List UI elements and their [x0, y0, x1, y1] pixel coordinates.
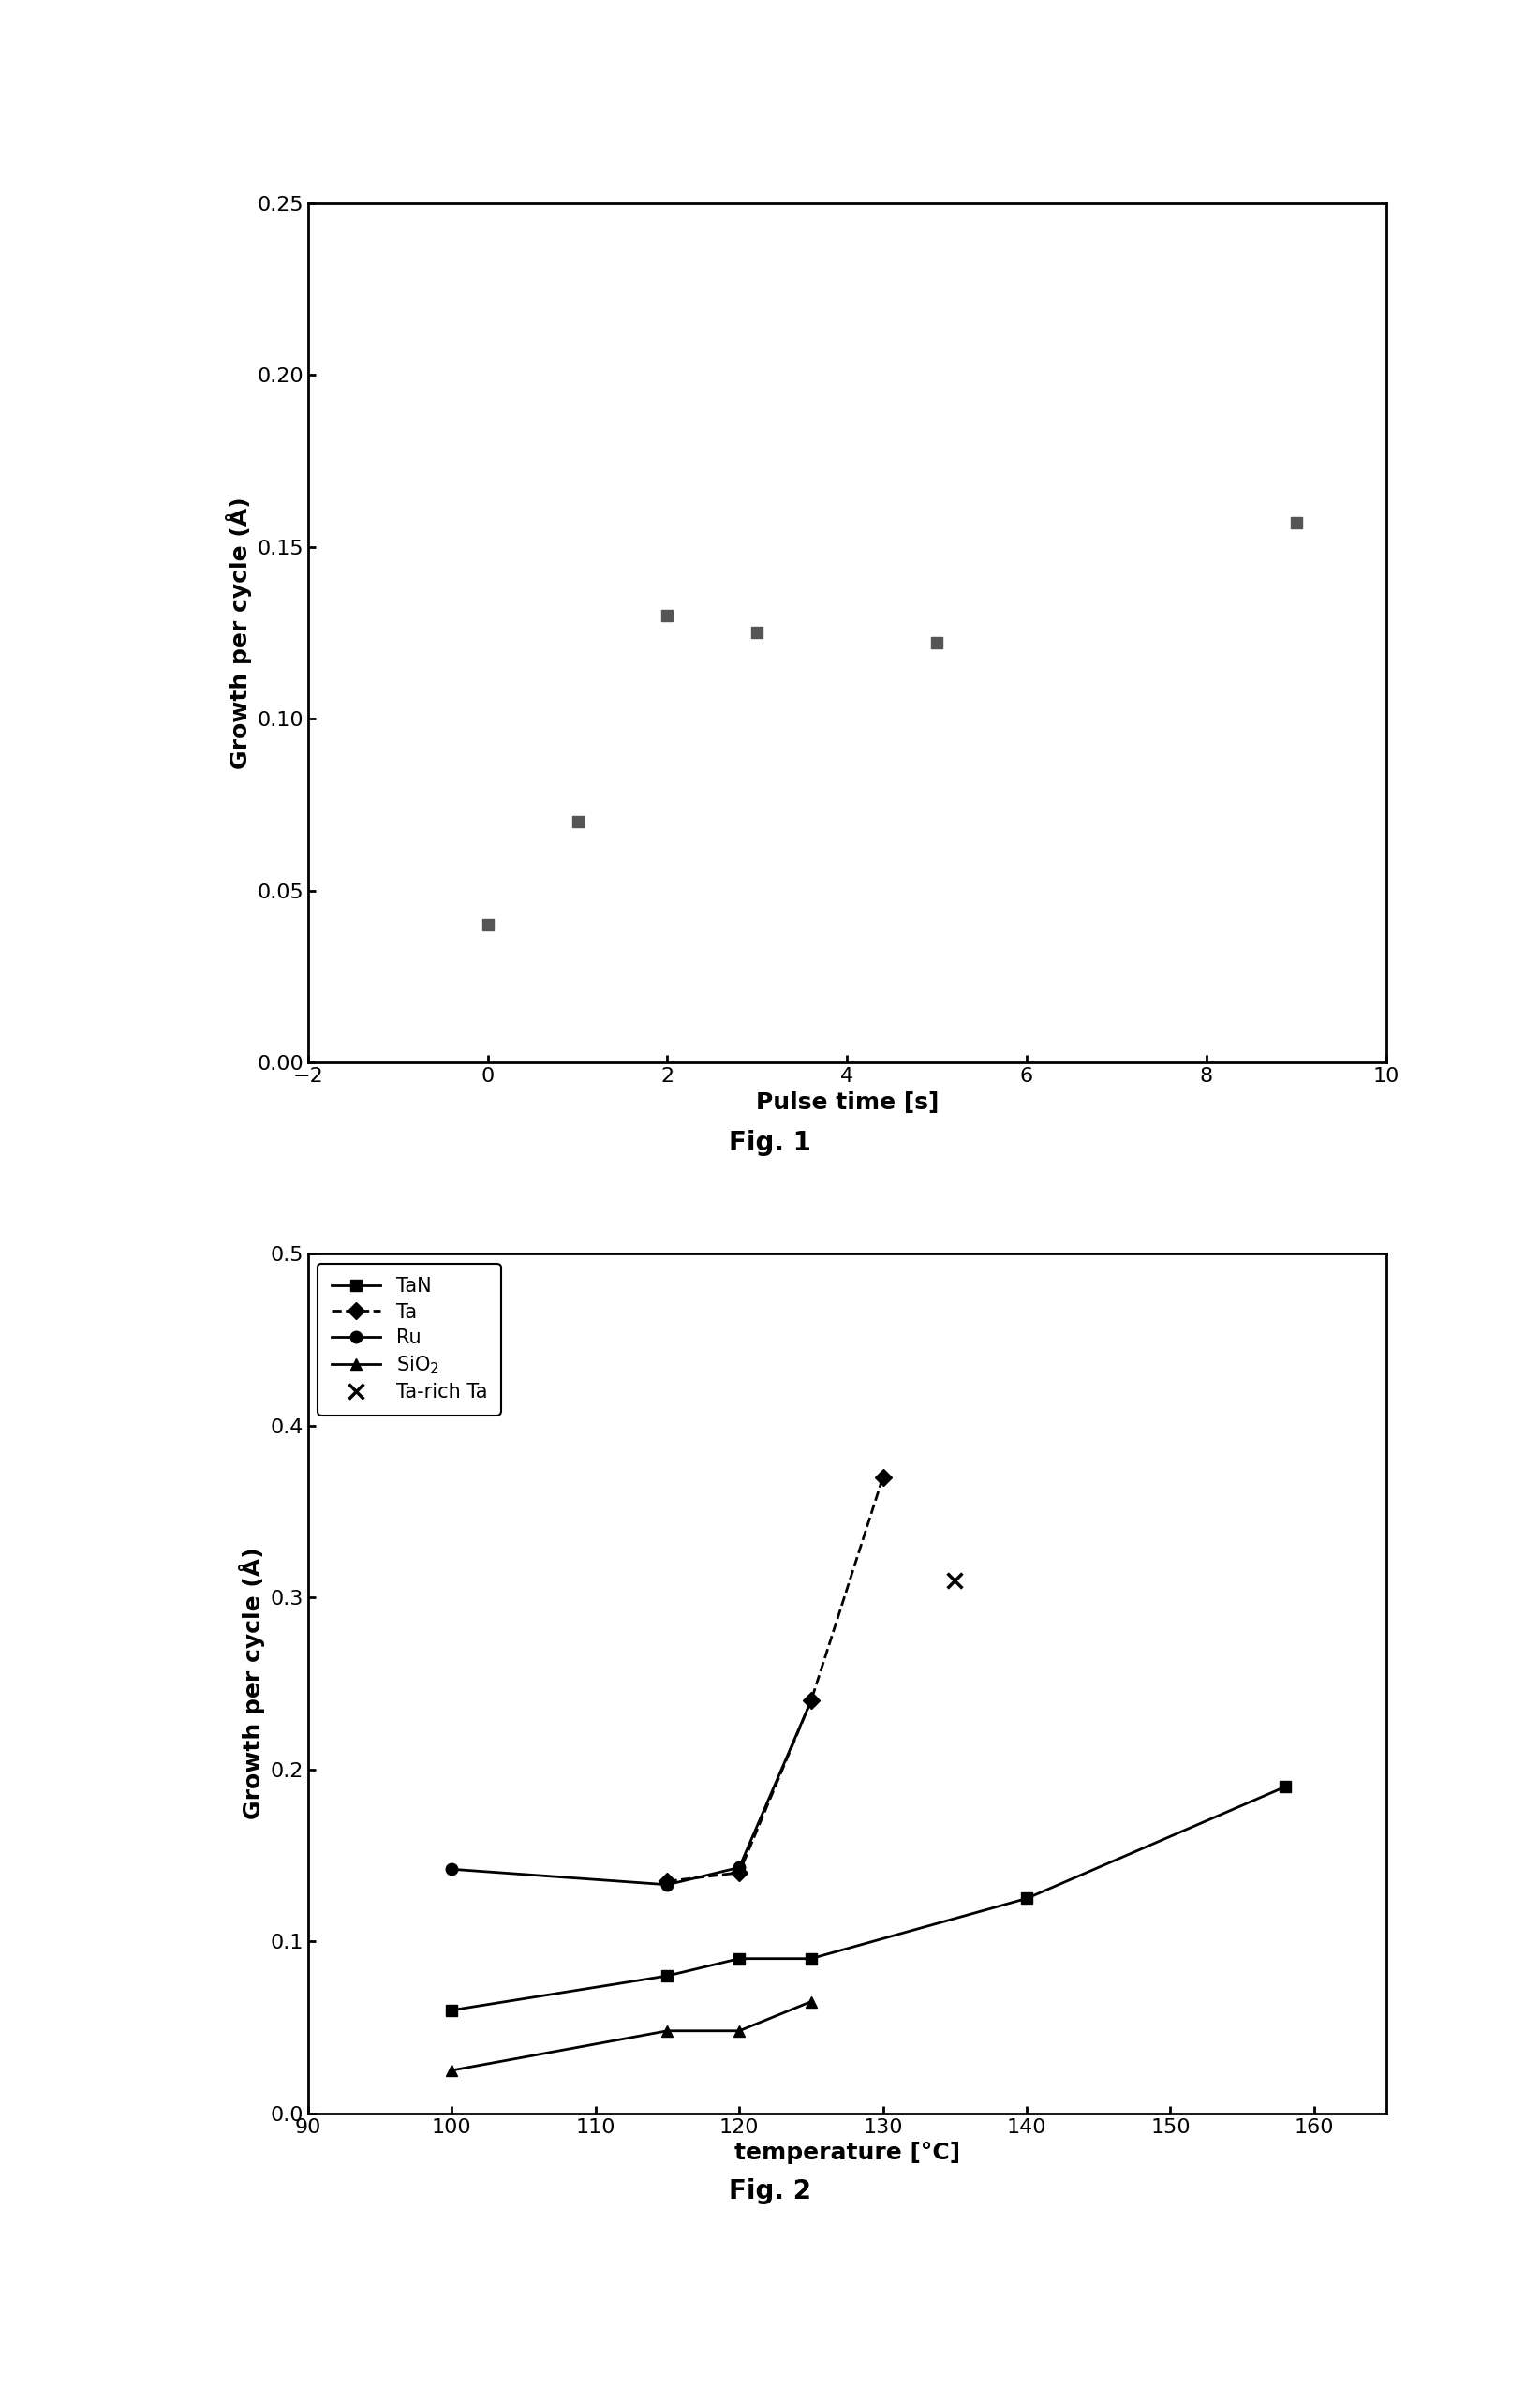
Line: TaN: TaN — [447, 1781, 1291, 2015]
Ru — [658, 1870, 676, 1898]
Point — [745, 614, 770, 652]
Point — [942, 1562, 967, 1600]
X-axis label: Pulse time [s]: Pulse time [s] — [756, 1091, 938, 1113]
Text: Fig. 1: Fig. 1 — [728, 1130, 812, 1156]
Line: Ru: Ru — [447, 1695, 816, 1891]
Point — [565, 802, 590, 841]
TaN — [802, 1944, 821, 1972]
Ru — [730, 1853, 748, 1882]
Ta — [658, 1867, 676, 1896]
SiO$_2$ — [802, 1987, 821, 2015]
X-axis label: temperature [°C]: temperature [°C] — [735, 2142, 959, 2164]
TaN — [1018, 1884, 1036, 1913]
Y-axis label: Growth per cycle (Å): Growth per cycle (Å) — [225, 497, 251, 769]
Y-axis label: Growth per cycle (Å): Growth per cycle (Å) — [239, 1547, 265, 1820]
Ru — [442, 1855, 460, 1884]
Point — [476, 905, 500, 943]
Point — [924, 623, 949, 661]
Ta — [873, 1464, 892, 1492]
Ta — [802, 1686, 821, 1715]
TaN — [1277, 1772, 1295, 1801]
Text: Fig. 2: Fig. 2 — [728, 2178, 812, 2204]
Point — [1284, 504, 1309, 542]
Legend: TaN, Ta, Ru, SiO$_2$, Ta-rich Ta: TaN, Ta, Ru, SiO$_2$, Ta-rich Ta — [317, 1263, 500, 1416]
TaN — [730, 1944, 748, 1972]
Point — [654, 597, 679, 635]
SiO$_2$ — [658, 2015, 676, 2044]
SiO$_2$ — [442, 2056, 460, 2085]
SiO$_2$ — [730, 2015, 748, 2044]
Line: SiO$_2$: SiO$_2$ — [447, 1996, 816, 2075]
Line: Ta: Ta — [662, 1471, 889, 1887]
TaN — [658, 1961, 676, 1989]
TaN — [442, 1996, 460, 2025]
Ru — [802, 1686, 821, 1715]
Ta — [730, 1858, 748, 1887]
